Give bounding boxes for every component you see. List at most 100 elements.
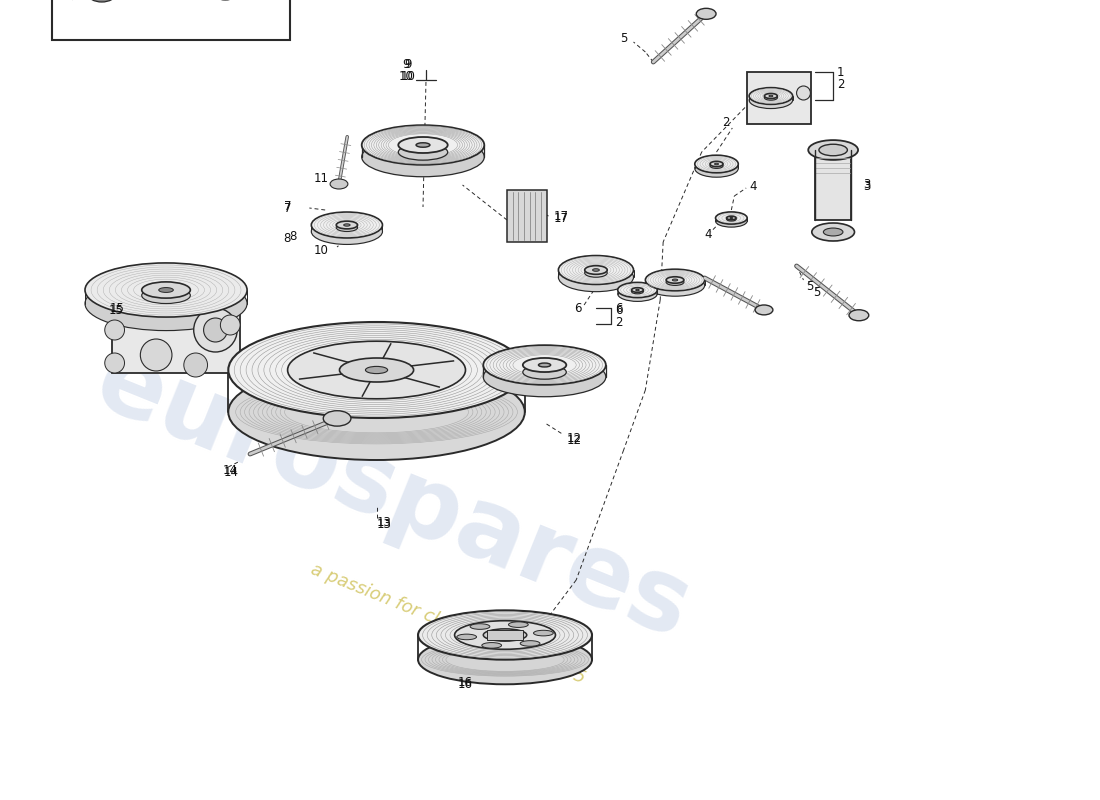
- Ellipse shape: [715, 215, 747, 227]
- Ellipse shape: [618, 282, 657, 298]
- Text: 3: 3: [862, 179, 870, 193]
- Ellipse shape: [749, 92, 793, 109]
- Text: 9: 9: [405, 58, 411, 71]
- Ellipse shape: [456, 634, 476, 640]
- Ellipse shape: [667, 277, 684, 283]
- Ellipse shape: [522, 358, 566, 372]
- Ellipse shape: [85, 263, 248, 317]
- Text: 17: 17: [553, 211, 569, 225]
- Ellipse shape: [85, 277, 248, 330]
- Ellipse shape: [593, 269, 600, 271]
- Ellipse shape: [559, 262, 634, 292]
- Circle shape: [204, 318, 228, 342]
- Ellipse shape: [311, 212, 383, 238]
- Ellipse shape: [715, 163, 718, 165]
- Circle shape: [184, 353, 208, 377]
- Text: 12: 12: [566, 434, 581, 446]
- Text: 10: 10: [400, 70, 416, 83]
- Text: 15: 15: [109, 303, 123, 317]
- Ellipse shape: [398, 137, 448, 153]
- Ellipse shape: [343, 224, 350, 226]
- Ellipse shape: [559, 255, 634, 285]
- Ellipse shape: [585, 269, 607, 278]
- Ellipse shape: [482, 642, 502, 648]
- Text: 17: 17: [553, 210, 569, 223]
- Text: 16: 16: [458, 675, 473, 689]
- Ellipse shape: [808, 140, 858, 160]
- Text: 6: 6: [615, 302, 623, 314]
- Ellipse shape: [585, 266, 607, 274]
- Text: 6: 6: [574, 302, 582, 314]
- Text: 14: 14: [223, 466, 239, 478]
- Text: 13: 13: [377, 518, 392, 530]
- Circle shape: [104, 320, 124, 340]
- Text: 6: 6: [615, 303, 623, 317]
- Ellipse shape: [158, 287, 174, 293]
- Ellipse shape: [695, 160, 738, 177]
- Ellipse shape: [454, 621, 556, 650]
- Ellipse shape: [812, 223, 855, 241]
- Ellipse shape: [398, 144, 448, 160]
- Ellipse shape: [416, 142, 430, 147]
- Ellipse shape: [646, 274, 705, 296]
- Ellipse shape: [727, 218, 736, 221]
- Ellipse shape: [696, 8, 716, 19]
- Ellipse shape: [534, 630, 553, 636]
- Ellipse shape: [755, 305, 773, 315]
- Text: 16: 16: [458, 678, 473, 691]
- Ellipse shape: [365, 366, 387, 374]
- Ellipse shape: [631, 290, 644, 294]
- Circle shape: [220, 315, 240, 335]
- Ellipse shape: [749, 88, 793, 104]
- Ellipse shape: [769, 95, 773, 97]
- Ellipse shape: [323, 410, 351, 426]
- Ellipse shape: [142, 287, 190, 303]
- Bar: [507, 190, 547, 242]
- Circle shape: [104, 353, 124, 373]
- Ellipse shape: [764, 95, 778, 100]
- Text: 5: 5: [619, 31, 627, 45]
- Ellipse shape: [229, 364, 525, 460]
- Circle shape: [796, 86, 811, 100]
- Text: a passion for classics since 1985: a passion for classics since 1985: [308, 561, 587, 687]
- Text: eurospares: eurospares: [82, 333, 705, 659]
- Ellipse shape: [646, 269, 705, 291]
- Text: 15: 15: [110, 302, 124, 314]
- Ellipse shape: [362, 137, 484, 177]
- Ellipse shape: [849, 310, 869, 321]
- Ellipse shape: [330, 179, 348, 189]
- Ellipse shape: [710, 163, 723, 169]
- Bar: [112, 288, 240, 373]
- Ellipse shape: [631, 288, 644, 292]
- Text: 11: 11: [314, 171, 328, 185]
- Ellipse shape: [695, 155, 738, 173]
- Ellipse shape: [340, 358, 414, 382]
- Circle shape: [104, 280, 124, 300]
- Ellipse shape: [483, 345, 606, 385]
- Text: 14: 14: [222, 463, 238, 477]
- Ellipse shape: [824, 228, 843, 236]
- Ellipse shape: [667, 279, 684, 286]
- Text: 1: 1: [837, 66, 845, 78]
- Ellipse shape: [483, 629, 527, 641]
- Bar: [815, 150, 851, 220]
- Ellipse shape: [229, 322, 525, 418]
- Text: 2: 2: [723, 115, 730, 129]
- Ellipse shape: [710, 162, 723, 166]
- Text: 7: 7: [284, 199, 292, 213]
- Ellipse shape: [362, 125, 484, 165]
- Text: 13: 13: [377, 515, 392, 529]
- Ellipse shape: [418, 610, 592, 660]
- Ellipse shape: [539, 363, 551, 367]
- Ellipse shape: [818, 144, 847, 156]
- Bar: [53, 0, 289, 40]
- Text: 8: 8: [284, 231, 292, 245]
- Ellipse shape: [311, 218, 383, 245]
- Text: 4: 4: [705, 227, 712, 241]
- Text: 4: 4: [749, 179, 757, 193]
- Text: 5: 5: [813, 286, 821, 298]
- Text: 3: 3: [862, 178, 870, 190]
- Ellipse shape: [522, 365, 566, 379]
- Ellipse shape: [764, 94, 778, 98]
- Text: 2: 2: [837, 78, 845, 91]
